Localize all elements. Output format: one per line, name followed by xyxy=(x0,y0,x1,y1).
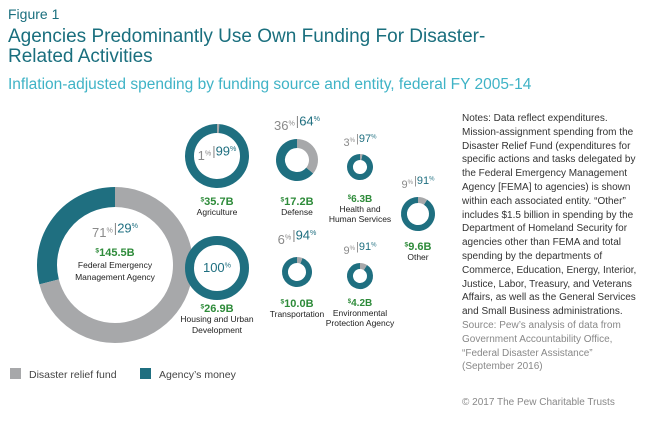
slice-disaster-relief-fund-defense xyxy=(296,139,318,174)
percent-label-health-and-human-services: 3%|97% xyxy=(343,133,377,149)
slice-agency-money-defense xyxy=(276,139,314,181)
entity-label-transportation: Transportation xyxy=(270,309,325,319)
legend-label-disaster-relief-fund: Disaster relief fund xyxy=(29,369,117,381)
figure-label: Figure 1 xyxy=(8,6,60,22)
percent-label-transportation: 6%|94% xyxy=(278,227,317,247)
entity-label-housing-and-urban-development-line-2: Development xyxy=(192,325,243,335)
legend-swatch-disaster-relief-fund xyxy=(10,368,21,379)
slice-agency-money-health-and-human-services xyxy=(347,154,373,180)
amount-label-federal-emergency-management-agency: $145.5B xyxy=(95,247,134,259)
slice-disaster-relief-fund-other xyxy=(417,197,428,205)
chart-title: Agencies Predominantly Use Own Funding F… xyxy=(8,26,486,67)
slice-disaster-relief-fund-transportation xyxy=(296,257,303,264)
slice-agency-money-other xyxy=(401,197,435,231)
slice-agency-money-environmental-protection-agency xyxy=(347,263,373,289)
amount-label-environmental-protection-agency: $4.2B xyxy=(348,298,372,309)
amount-label-health-and-human-services: $6.3B xyxy=(348,194,372,205)
slice-agency-money-federal-emergency-management-agency xyxy=(37,187,116,285)
entity-label-federal-emergency-management-agency-line-1: Federal Emergency xyxy=(78,260,153,270)
slice-disaster-relief-fund-federal-emergency-management-agency xyxy=(39,187,193,343)
slice-agency-money-agriculture xyxy=(185,124,249,188)
amount-label-defense: $17.2B xyxy=(280,196,313,208)
slice-disaster-relief-fund-environmental-protection-agency xyxy=(359,263,367,271)
entity-label-agriculture: Agriculture xyxy=(197,207,238,217)
entity-label-housing-and-urban-development-line-1: Housing and Urban xyxy=(180,314,254,324)
percent-label-defense: 36%|64% xyxy=(274,113,321,133)
notes-text: Notes: Data reflect expenditures. Missio… xyxy=(462,113,637,318)
slice-agency-money-housing-and-urban-development xyxy=(185,236,249,300)
entity-label-federal-emergency-management-agency-line-2: Management Agency xyxy=(75,272,156,282)
amount-label-agriculture: $35.7B xyxy=(200,196,233,208)
legend-item-disaster-relief-fund: Disaster relief fund xyxy=(10,368,117,381)
source-text: Source: Pew’s analysis of data from Gove… xyxy=(462,319,621,373)
percent-label-agriculture: 1%|99% xyxy=(198,143,237,163)
chart-subtitle: Inflation-adjusted spending by funding s… xyxy=(8,76,532,93)
amount-label-housing-and-urban-development: $26.9B xyxy=(200,303,233,315)
entity-label-environmental-protection-agency-line-1: Environmental xyxy=(333,308,387,318)
legend-item-agency-money: Agency’s money xyxy=(140,368,236,381)
percent-label-federal-emergency-management-agency: 71%|29% xyxy=(92,220,139,240)
legend-swatch-agency-money xyxy=(140,368,151,379)
copyright: © 2017 The Pew Charitable Trusts xyxy=(462,397,615,408)
entity-label-defense: Defense xyxy=(281,207,313,217)
amount-label-other: $9.6B xyxy=(405,241,432,253)
entity-label-environmental-protection-agency-line-2: Protection Agency xyxy=(326,318,395,328)
amount-label-transportation: $10.0B xyxy=(280,298,313,310)
entity-label-health-and-human-services-line-2: Human Services xyxy=(329,214,391,224)
entity-label-other: Other xyxy=(407,252,428,262)
percent-label-environmental-protection-agency: 9%|91% xyxy=(343,241,377,257)
percent-label-other: 9%|91% xyxy=(401,175,435,191)
entity-label-health-and-human-services-line-1: Health and xyxy=(339,204,380,214)
slice-agency-money-transportation xyxy=(282,257,312,287)
percent-label-housing-and-urban-development: 100% xyxy=(203,260,232,275)
legend-label-agency-money: Agency’s money xyxy=(159,369,236,381)
notes-block: Notes: Data reflect expenditures. Missio… xyxy=(462,112,646,374)
